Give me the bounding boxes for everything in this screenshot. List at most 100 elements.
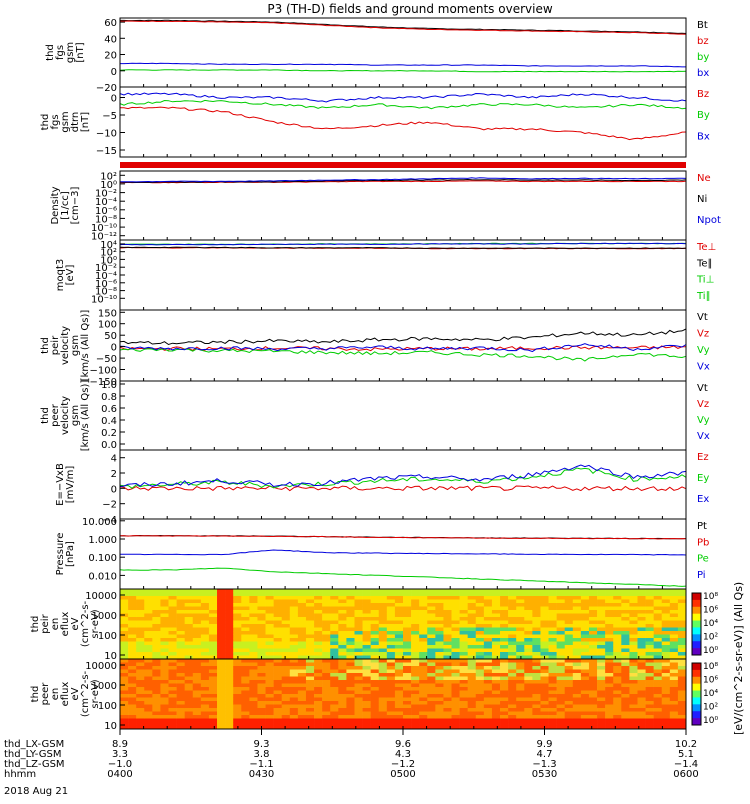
heatmap-cell bbox=[257, 669, 266, 674]
heatmap-cell bbox=[532, 680, 541, 684]
x-axis-row-label: thd_LX-GSM bbox=[4, 739, 64, 750]
heatmap-cell bbox=[588, 669, 598, 674]
heatmap-cell bbox=[176, 603, 185, 607]
heatmap-cell bbox=[532, 641, 541, 646]
y-tick-label: 150 bbox=[98, 308, 117, 319]
colorbar-tick-label: 10⁶ bbox=[703, 676, 718, 686]
heatmap-cell bbox=[330, 659, 339, 663]
heatmap-cell bbox=[200, 680, 210, 684]
heatmap-cell bbox=[491, 645, 501, 649]
heatmap-cell bbox=[233, 634, 242, 639]
heatmap-cell bbox=[176, 638, 185, 642]
heatmap-cell bbox=[637, 701, 646, 705]
heatmap-cell bbox=[128, 697, 137, 702]
heatmap-cell bbox=[144, 697, 153, 702]
heatmap-cell bbox=[588, 694, 598, 698]
heatmap-cell bbox=[621, 620, 630, 625]
heatmap-cell bbox=[168, 592, 177, 597]
heatmap-cell bbox=[208, 641, 218, 646]
heatmap-cell bbox=[653, 620, 663, 625]
heatmap-cell bbox=[605, 683, 614, 688]
y-tick-label: 0 bbox=[111, 94, 117, 105]
heatmap-cell bbox=[411, 708, 420, 712]
heatmap-cell bbox=[394, 690, 404, 695]
heatmap-cell bbox=[411, 627, 420, 632]
heatmap-cell bbox=[548, 627, 557, 632]
heatmap-cell bbox=[120, 708, 129, 712]
heatmap-cell bbox=[362, 589, 371, 593]
heatmap-cell bbox=[208, 725, 218, 730]
heatmap-cell bbox=[136, 715, 145, 719]
heatmap-cell bbox=[144, 620, 153, 625]
heatmap-cell bbox=[435, 599, 444, 604]
heatmap-cell bbox=[629, 683, 638, 688]
heatmap-cell bbox=[403, 708, 412, 712]
heatmap-cell bbox=[322, 599, 331, 604]
heatmap-cell bbox=[427, 666, 436, 670]
heatmap-cell bbox=[451, 589, 460, 593]
y-axis-label-line: [km/s (All Qs)] bbox=[80, 380, 91, 452]
heatmap-cell bbox=[257, 589, 266, 593]
heatmap-cell bbox=[435, 718, 444, 723]
heatmap-cell bbox=[435, 722, 444, 726]
y-axis-label-line: thd bbox=[30, 616, 41, 633]
heatmap-cell bbox=[305, 683, 315, 688]
heatmap-cell bbox=[491, 610, 501, 614]
heatmap-cell bbox=[403, 627, 412, 632]
heatmap-cell bbox=[508, 659, 517, 663]
heatmap-cell bbox=[128, 634, 137, 639]
legend-entry: Vz bbox=[697, 329, 709, 340]
heatmap-cell bbox=[225, 606, 234, 611]
heatmap-cell bbox=[524, 603, 533, 607]
heatmap-cell bbox=[322, 666, 331, 670]
heatmap-cell bbox=[435, 659, 444, 663]
heatmap-cell bbox=[548, 715, 557, 719]
heatmap-cell bbox=[548, 652, 557, 656]
heatmap-cell bbox=[289, 725, 299, 730]
heatmap-cell bbox=[152, 638, 161, 642]
heatmap-cell bbox=[322, 592, 331, 597]
heatmap-cell bbox=[184, 599, 194, 604]
heatmap-cell bbox=[144, 592, 153, 597]
heatmap-cell bbox=[314, 603, 323, 607]
heatmap-cell bbox=[411, 694, 420, 698]
heatmap-cell bbox=[564, 589, 574, 593]
heatmap-cell bbox=[120, 673, 129, 677]
heatmap-cell bbox=[144, 715, 153, 719]
heatmap-cell bbox=[176, 648, 185, 653]
y-tick-label: 10⁰ bbox=[100, 255, 117, 266]
heatmap-cell bbox=[136, 662, 145, 667]
heatmap-cell bbox=[540, 599, 549, 604]
heatmap-cell bbox=[386, 673, 396, 677]
heatmap-cell bbox=[483, 718, 493, 723]
heatmap-cell bbox=[120, 606, 129, 611]
heatmap-cell bbox=[621, 662, 630, 667]
heatmap-cell bbox=[289, 599, 299, 604]
heatmap-cell bbox=[621, 624, 630, 628]
heatmap-cell bbox=[249, 694, 258, 698]
heatmap-cell bbox=[475, 676, 485, 681]
heatmap-cell bbox=[168, 683, 177, 688]
heatmap-cell bbox=[588, 687, 598, 691]
heatmap-cell bbox=[403, 617, 412, 621]
heatmap-cell bbox=[265, 596, 274, 600]
heatmap-cell bbox=[605, 687, 614, 691]
heatmap-cell bbox=[208, 680, 218, 684]
heatmap-cell bbox=[281, 697, 291, 702]
heatmap-cell bbox=[629, 725, 638, 730]
heatmap-cell bbox=[241, 648, 250, 653]
heatmap-cell bbox=[516, 631, 525, 635]
heatmap-cell bbox=[516, 701, 525, 705]
heatmap-cell bbox=[152, 701, 161, 705]
heatmap-cell bbox=[346, 715, 355, 719]
heatmap-cell bbox=[208, 701, 218, 705]
heatmap-cell bbox=[403, 690, 412, 695]
heatmap-cell bbox=[184, 711, 194, 716]
heatmap-cell bbox=[443, 704, 452, 709]
heatmap-cell bbox=[233, 617, 242, 621]
heatmap-cell bbox=[556, 659, 566, 663]
heatmap-cell bbox=[330, 641, 339, 646]
heatmap-cell bbox=[411, 718, 420, 723]
heatmap-cell bbox=[467, 617, 477, 621]
heatmap-cell bbox=[176, 673, 185, 677]
